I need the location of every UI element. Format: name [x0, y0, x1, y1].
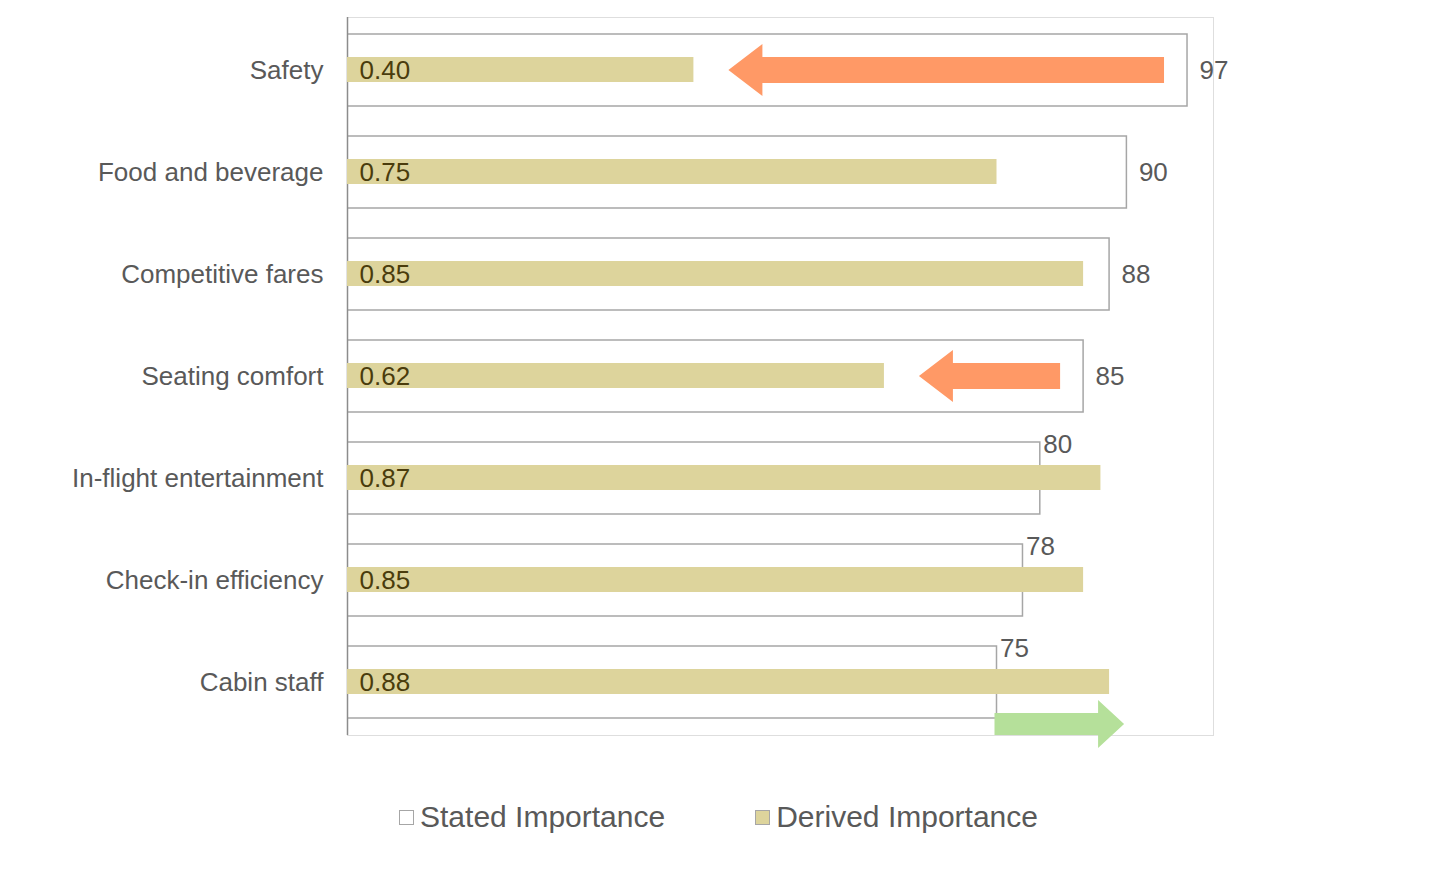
- svg-text:85: 85: [1096, 361, 1125, 391]
- svg-text:In-flight entertainment: In-flight entertainment: [72, 463, 324, 493]
- svg-text:90: 90: [1139, 157, 1168, 187]
- svg-text:0.62: 0.62: [360, 361, 411, 391]
- svg-text:88: 88: [1122, 259, 1151, 289]
- svg-text:Food and beverage: Food and beverage: [98, 157, 324, 187]
- svg-text:78: 78: [1026, 531, 1055, 561]
- svg-text:97: 97: [1200, 55, 1229, 85]
- svg-text:Safety: Safety: [250, 55, 324, 85]
- svg-text:0.40: 0.40: [360, 55, 411, 85]
- svg-text:Competitive fares: Competitive fares: [121, 259, 323, 289]
- svg-text:Seating comfort: Seating comfort: [141, 361, 324, 391]
- svg-text:Check-in efficiency: Check-in efficiency: [106, 565, 324, 595]
- svg-text:0.88: 0.88: [360, 667, 411, 697]
- svg-text:80: 80: [1043, 429, 1072, 459]
- svg-text:75: 75: [1000, 633, 1029, 663]
- svg-text:0.85: 0.85: [360, 565, 411, 595]
- svg-text:Cabin staff: Cabin staff: [200, 667, 325, 697]
- html-text:Stated Importance: Stated Importance: [420, 800, 666, 833]
- svg-text:0.87: 0.87: [360, 463, 411, 493]
- html-text:Derived Importance: Derived Importance: [776, 800, 1038, 833]
- svg-text:0.85: 0.85: [360, 259, 411, 289]
- svg-text:0.75: 0.75: [360, 157, 411, 187]
